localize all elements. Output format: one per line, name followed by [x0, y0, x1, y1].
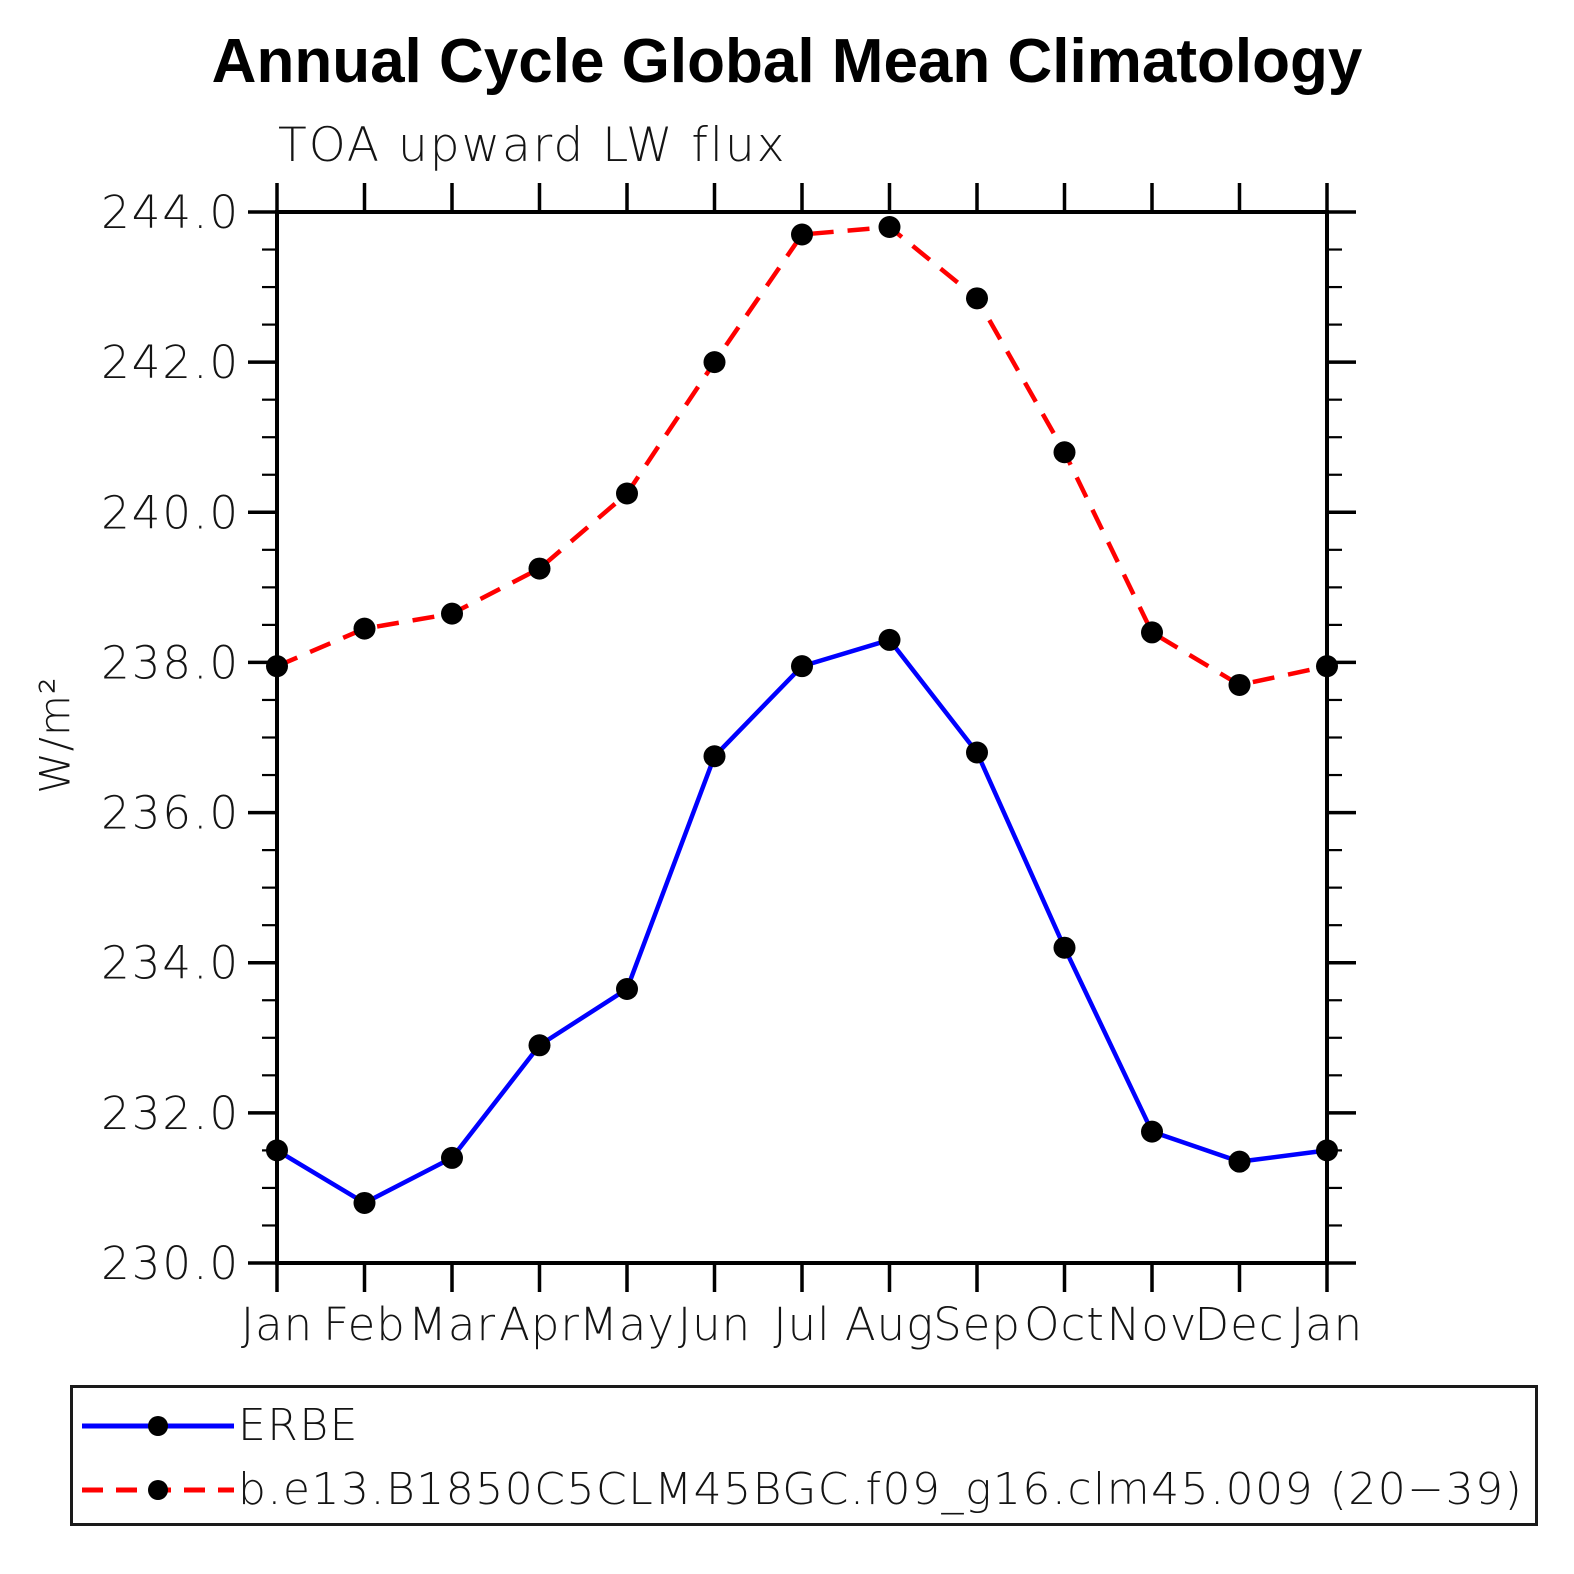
- data-point: [966, 287, 988, 310]
- data-point: [266, 1139, 288, 1162]
- x-tick-label: Jul: [773, 1298, 830, 1351]
- axes: [248, 183, 1356, 1292]
- data-point: [1316, 1139, 1338, 1162]
- data-point: [266, 655, 288, 678]
- x-tick-label: Jun: [678, 1298, 751, 1351]
- series-line-erbe: [275, 637, 1328, 1206]
- data-point: [878, 628, 901, 651]
- data-point: [703, 745, 726, 768]
- data-point: [966, 741, 988, 764]
- series-line-model: [276, 224, 1328, 688]
- y-tick-label: 232.0: [101, 1087, 240, 1140]
- x-tick-label: Mar: [408, 1298, 496, 1351]
- y-tick-label: 244.0: [101, 186, 240, 239]
- data-point: [441, 602, 463, 625]
- data-point: [1228, 673, 1251, 696]
- data-point: [1228, 1150, 1251, 1173]
- x-tick-label: Jan: [1291, 1298, 1363, 1351]
- data-point: [616, 482, 638, 505]
- legend-line-sample-dashed: [82, 1480, 234, 1500]
- data-point: [703, 351, 726, 374]
- data-point: [616, 977, 638, 1000]
- legend-box: ERBE b.e13.B1850C5CLM45BGC.f09_g16.clm45…: [70, 1385, 1538, 1526]
- data-point: [528, 557, 551, 580]
- y-tick-label: 242.0: [101, 336, 240, 389]
- x-tick-label: Sep: [933, 1298, 1021, 1351]
- x-tick-label: Oct: [1024, 1298, 1105, 1351]
- chart-title: Annual Cycle Global Mean Climatology: [211, 27, 1363, 96]
- data-point: [1141, 1120, 1163, 1143]
- y-tick-label: 240.0: [101, 486, 240, 539]
- legend-label-model: b.e13.B1850C5CLM45BGC.f09_g16.clm45.009 …: [238, 1464, 1524, 1515]
- data-point: [528, 1034, 551, 1057]
- x-tick-label: Aug: [845, 1298, 934, 1351]
- legend-line-sample-solid: [82, 1416, 234, 1436]
- data-point: [1053, 441, 1076, 464]
- plot-frame: [275, 210, 1329, 1265]
- y-tick-label: 236.0: [101, 787, 240, 840]
- data-point: [1141, 621, 1163, 644]
- data-point: [441, 1146, 463, 1169]
- data-point: [353, 617, 376, 640]
- data-point: [353, 1191, 376, 1214]
- legend-row-model: b.e13.B1850C5CLM45BGC.f09_g16.clm45.009 …: [78, 1464, 1524, 1515]
- series: [266, 216, 1338, 1214]
- y-tick-label: 234.0: [101, 937, 240, 990]
- data-point: [791, 223, 813, 246]
- data-point: [1316, 655, 1338, 678]
- legend-row-erbe: ERBE: [78, 1400, 359, 1451]
- x-tick-label: May: [579, 1298, 675, 1351]
- y-tick-label: 238.0: [101, 636, 240, 689]
- x-tick-label: Jan: [241, 1298, 313, 1351]
- data-point: [878, 216, 901, 239]
- data-point: [791, 655, 813, 678]
- x-tick-label: Apr: [499, 1298, 580, 1351]
- chart-subtitle: TOA upward LW flux: [278, 118, 787, 173]
- x-tick-label: Nov: [1107, 1298, 1198, 1351]
- data-point: [1053, 936, 1076, 959]
- x-tick-label: Feb: [323, 1298, 406, 1351]
- x-tick-label: Dec: [1194, 1298, 1284, 1351]
- y-tick-label: 230.0: [101, 1237, 240, 1290]
- legend-label-erbe: ERBE: [238, 1400, 359, 1451]
